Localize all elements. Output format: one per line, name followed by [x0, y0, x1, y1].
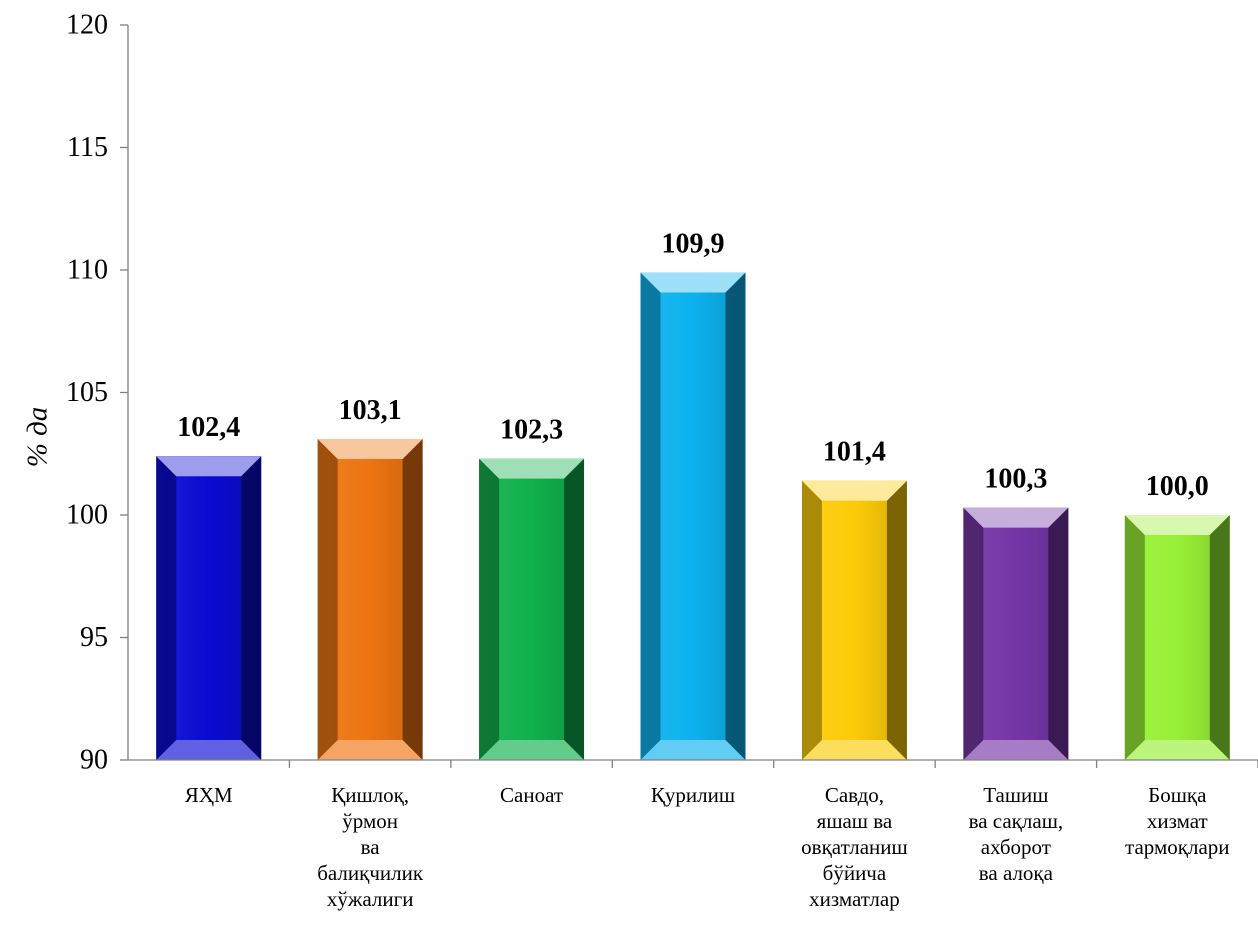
bar: [156, 456, 262, 760]
y-tick-label: 120: [66, 10, 108, 41]
bar-bevel-left: [317, 439, 338, 760]
bar-bevel-bottom: [1124, 740, 1230, 760]
bar-bevel-right: [1048, 507, 1069, 760]
x-axis-labels: ЯҲМ Қишлоқ, ўрмон ва балиқчилик хўжалиги Саноа…: [185, 783, 1230, 911]
bar-bevel-bottom: [479, 740, 585, 760]
category-label: Савдо, яшаш ва овқатланиш бўйича хизматлар: [801, 783, 908, 911]
bar-bevel-left: [963, 507, 984, 760]
bar: [317, 439, 423, 760]
category-label: ЯҲМ: [185, 783, 233, 807]
bar-bevel-bottom: [156, 740, 262, 760]
y-axis-ticks: 90 95 100 105 110 115 120: [66, 10, 128, 776]
value-label: 103,1: [339, 395, 402, 426]
category-label: Қишлоқ, ўрмон ва балиқчилик хўжалиги: [317, 783, 424, 911]
value-label: 101,4: [823, 437, 886, 468]
value-label: 100,0: [1146, 471, 1209, 502]
bar-bevel-left: [1124, 515, 1145, 760]
bar-bevel-right: [564, 458, 585, 760]
value-labels: 102,4 103,1 102,3 109,9 101,4 100,3 100,0: [177, 228, 1209, 502]
bar-bevel-right: [886, 480, 907, 760]
bar-bevel-right: [241, 456, 262, 760]
y-tick-label: 100: [66, 500, 108, 531]
bar: [1124, 515, 1230, 760]
bar-bevel-bottom: [801, 740, 907, 760]
y-tick-label: 115: [67, 132, 108, 163]
bar: [963, 507, 1069, 760]
bar: [640, 272, 746, 760]
value-label: 102,3: [500, 415, 563, 446]
bar-bevel-top: [640, 272, 746, 293]
bar-bevel-left: [156, 456, 177, 760]
y-axis-title-group: % да: [22, 407, 54, 468]
category-label: Қурилиш: [651, 783, 735, 807]
value-label: 100,3: [984, 464, 1047, 495]
bar-bevel-top: [317, 439, 423, 460]
bar-bevel-left: [801, 480, 822, 760]
bar-bevel-top: [156, 456, 262, 477]
bar-bevel-top: [479, 458, 585, 479]
bar-bevel-top: [1124, 515, 1230, 535]
axes: [127, 25, 1258, 768]
value-label: 102,4: [177, 412, 240, 443]
bar-bevel-left: [640, 272, 661, 760]
y-axis-title: % да: [22, 407, 54, 468]
bar-bevel-left: [479, 458, 500, 760]
y-tick-label: 90: [80, 745, 108, 776]
value-label: 109,9: [662, 228, 725, 259]
category-label: Ташиш ва сақлаш, ахборот ва алоқа: [969, 783, 1064, 885]
bar-bevel-right: [402, 439, 423, 760]
bar-bevel-right: [725, 272, 746, 760]
y-tick-label: 95: [80, 622, 108, 653]
bar-bevel-bottom: [317, 740, 423, 760]
category-label: Бошқа хизмат тармоқлари: [1125, 783, 1229, 859]
bar-bevel-bottom: [963, 740, 1069, 760]
bars: [156, 272, 1230, 760]
bar-bevel-top: [801, 480, 907, 501]
bar-bevel-bottom: [640, 740, 746, 760]
y-tick-label: 110: [67, 255, 108, 286]
bar: [479, 458, 585, 760]
bar-bevel-top: [963, 507, 1069, 528]
bar-bevel-right: [1209, 515, 1230, 760]
y-tick-label: 105: [66, 377, 108, 408]
bar: [801, 480, 907, 760]
category-label: Саноат: [500, 783, 563, 807]
